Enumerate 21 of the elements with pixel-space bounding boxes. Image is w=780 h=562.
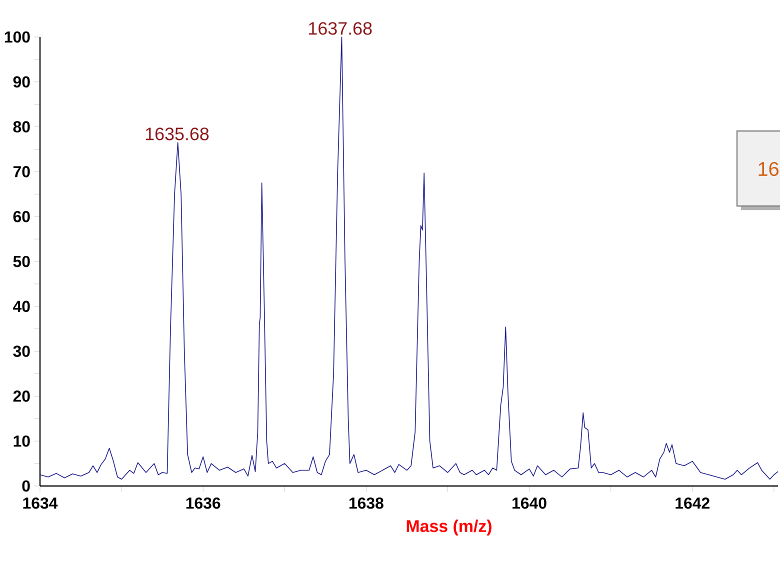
annotation: 1635.68 (146, 128, 209, 140)
annotation: 16 (758, 162, 778, 176)
y-tick-label: 90 (13, 76, 30, 88)
x-tick-label: 1642 (676, 498, 710, 509)
x-tick-label: 1638 (349, 498, 384, 509)
x-tick-label: 1640 (512, 498, 546, 509)
y-tick-label: 80 (13, 121, 30, 132)
y-tick-label: 30 (13, 346, 30, 357)
x-tick-label: 1636 (186, 498, 220, 509)
x-tick-label: 1634 (23, 498, 58, 509)
y-tick-label: 20 (13, 390, 30, 402)
x-axis-title: Mass (m/z) (406, 520, 492, 536)
y-tick-label: 0 (22, 480, 30, 492)
y-tick-label: 50 (13, 256, 30, 268)
line-series (40, 36, 778, 480)
y-tick-label: 100 (4, 31, 30, 43)
y-tick-label: 10 (14, 435, 30, 447)
y-tick-label: 70 (13, 166, 30, 178)
y-tick-label: 60 (13, 210, 30, 222)
y-tick-label: 40 (13, 300, 30, 312)
annotation: 1637.68 (309, 22, 372, 35)
